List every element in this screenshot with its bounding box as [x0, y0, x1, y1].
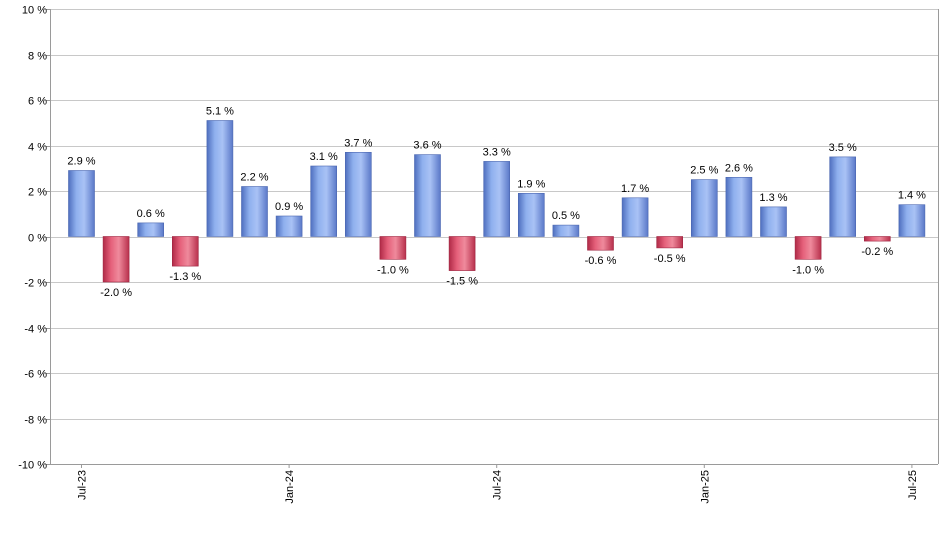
data-label-may-25: 3.5 %	[829, 142, 857, 154]
bar-jul-24	[483, 161, 511, 237]
x-tick-label: Jul-25	[907, 470, 919, 500]
bar-apr-24	[379, 236, 407, 260]
y-tick-label: -6 %	[24, 369, 47, 381]
data-label-mar-25: 1.3 %	[759, 192, 787, 204]
bar-jun-25	[863, 236, 891, 242]
bar-sep-23	[137, 222, 164, 237]
bar-mar-25	[760, 206, 787, 237]
data-label-jan-24: 0.9 %	[275, 201, 303, 213]
data-label-jul-23: 2.9 %	[67, 156, 95, 168]
y-tick-label: 0 %	[28, 233, 47, 245]
bar-jun-24	[448, 236, 476, 271]
bar-apr-25	[794, 236, 822, 260]
data-label-jul-24: 3.3 %	[483, 146, 511, 158]
data-label-oct-23: -1.3 %	[169, 271, 201, 283]
data-label-jun-24: -1.5 %	[446, 276, 478, 288]
data-label-nov-23: 5.1 %	[206, 106, 234, 118]
axes	[50, 9, 939, 465]
data-label-may-24: 3.6 %	[413, 140, 441, 152]
data-label-jul-25: 1.4 %	[898, 190, 926, 202]
x-tick-label: Jan-24	[284, 470, 296, 504]
data-label-sep-23: 0.6 %	[137, 208, 165, 220]
y-axis-ticks: 10 % 8 % 6 % 4 % 2 % 0 % -2 % -4 % -6 % -8 % -10 %	[18, 5, 50, 472]
data-label-oct-24: -0.6 %	[585, 255, 617, 267]
bar-dec-24	[656, 236, 684, 249]
bar-aug-24	[517, 193, 545, 237]
y-tick-label: 4 %	[28, 142, 47, 154]
bar-sep-24	[552, 224, 580, 237]
bar-jul-25	[898, 204, 926, 237]
bars	[68, 120, 926, 283]
x-tick-label: Jan-25	[699, 470, 711, 504]
data-label-feb-24: 3.1 %	[310, 151, 338, 163]
data-label-aug-24: 1.9 %	[517, 178, 545, 190]
data-label-apr-24: -1.0 %	[377, 264, 409, 276]
bar-may-25	[829, 156, 857, 237]
data-label-jun-25: -0.2 %	[861, 246, 893, 258]
bar-nov-23	[206, 120, 234, 237]
y-tick-label: 8 %	[28, 51, 47, 63]
bar-feb-25	[725, 177, 753, 237]
bar-may-24	[414, 154, 441, 237]
y-tick-label: -2 %	[24, 278, 47, 290]
data-label-nov-24: 1.7 %	[621, 183, 649, 195]
bar-nov-24	[621, 197, 649, 237]
y-tick-label: -8 %	[24, 415, 47, 427]
y-tick-label: -4 %	[24, 324, 47, 336]
data-label-feb-25: 2.6 %	[725, 162, 753, 174]
bar-jan-25	[690, 179, 718, 237]
bar-jan-24	[275, 215, 303, 237]
data-label-dec-23: 2.2 %	[240, 172, 268, 184]
bar-feb-24	[310, 165, 338, 237]
y-tick-label: 2 %	[28, 187, 47, 199]
bar-oct-23	[172, 236, 199, 267]
data-label-aug-23: -2.0 %	[100, 287, 132, 299]
bar-dec-23	[241, 186, 268, 237]
data-label-apr-25: -1.0 %	[792, 264, 824, 276]
bar-jul-23	[68, 170, 95, 237]
x-axis-ticks: Jul-23 Jan-24 Jul-24 Jan-25 Jul-25	[77, 464, 919, 504]
bar-mar-24	[344, 152, 372, 237]
y-tick-label: -10 %	[18, 460, 47, 472]
data-label-dec-24: -0.5 %	[654, 253, 686, 265]
y-tick-label: 10 %	[22, 5, 47, 17]
data-label-mar-24: 3.7 %	[344, 137, 372, 149]
data-label-sep-24: 0.5 %	[552, 210, 580, 222]
bar-aug-23	[102, 236, 130, 283]
data-labels: 2.9 % -2.0 % 0.6 % -1.3 % 5.1 % 2.2 % 0.9 % 3.1…	[67, 106, 926, 300]
x-tick-label: Jul-23	[77, 470, 89, 500]
data-label-jan-25: 2.5 %	[690, 165, 718, 177]
y-tick-label: 6 %	[28, 96, 47, 108]
x-tick-label: Jul-24	[492, 470, 504, 500]
bar-oct-24	[587, 236, 614, 251]
